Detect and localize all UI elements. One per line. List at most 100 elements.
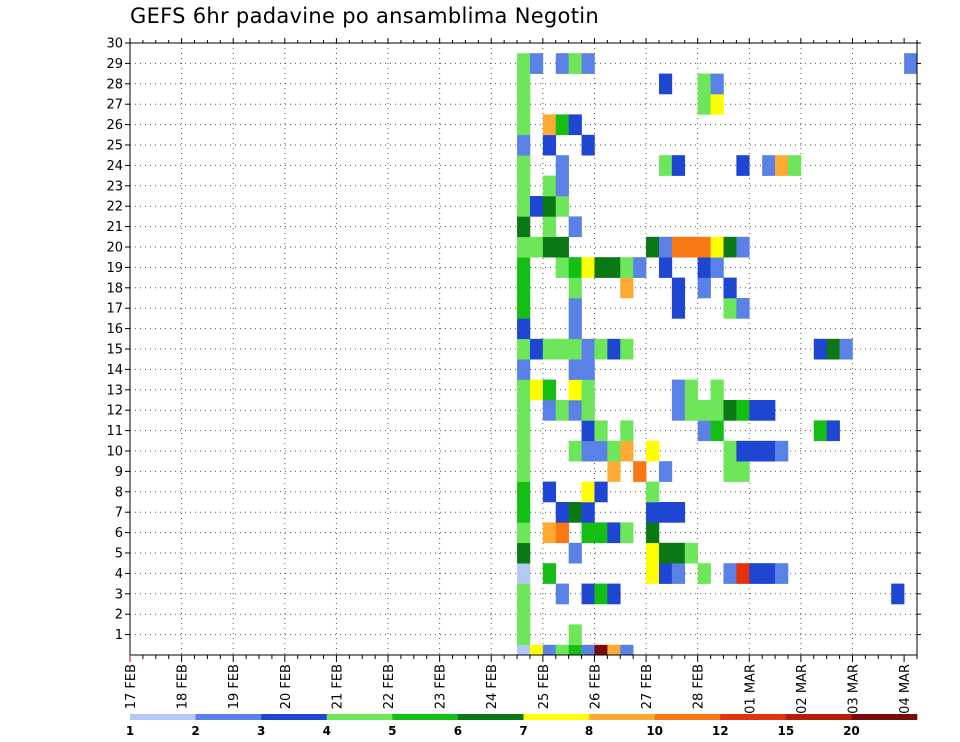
heatmap-cell: [633, 257, 647, 278]
heatmap-cell: [555, 114, 569, 136]
y-tick-label: 18: [106, 281, 123, 296]
heatmap-cell: [594, 420, 608, 442]
x-tick-label: 27 FEB: [640, 664, 655, 709]
heatmap-cell: [517, 461, 531, 482]
colorbar-label: 1: [126, 724, 134, 738]
heatmap-cell: [671, 400, 686, 421]
heatmap-cell: [723, 563, 737, 584]
colorbar-label: 3: [257, 724, 265, 738]
heatmap-cell: [542, 481, 557, 503]
colorbar-swatch: [720, 714, 787, 720]
heatmap-cell: [904, 53, 918, 74]
y-tick-label: 6: [115, 526, 123, 541]
heatmap-cell: [658, 73, 673, 95]
heatmap-cell: [646, 440, 660, 462]
heatmap-cell: [891, 583, 905, 605]
heatmap-cell: [736, 461, 750, 482]
heatmap-cell: [529, 236, 544, 258]
x-tick-label: 17 FEB: [124, 664, 139, 709]
heatmap-cell: [542, 216, 557, 238]
y-tick-label: 28: [106, 77, 123, 92]
colorbar-label: 12: [712, 724, 729, 738]
heatmap-cell: [517, 604, 531, 625]
heatmap-cell: [517, 481, 531, 503]
y-tick-label: 9: [115, 465, 123, 480]
heatmap-cell: [581, 440, 595, 462]
heatmap-cell: [555, 196, 569, 217]
heatmap-cell: [658, 257, 673, 278]
heatmap-cell: [775, 155, 789, 176]
heatmap-cell: [839, 338, 853, 360]
y-tick-label: 21: [106, 220, 123, 235]
heatmap-cell: [646, 522, 660, 544]
heatmap-cell: [826, 420, 840, 442]
heatmap-cell: [775, 563, 789, 584]
colorbar-label: 5: [388, 724, 396, 738]
chart-title: GEFS 6hr padavine po ansamblima Negotin: [130, 4, 599, 28]
y-tick-label: 4: [115, 567, 123, 582]
x-tick-label: 18 FEB: [176, 664, 191, 709]
heatmap-cell: [697, 257, 711, 278]
x-tick-label: 20 FEB: [279, 664, 294, 709]
heatmap-cell: [568, 277, 582, 299]
heatmap-cell: [555, 236, 569, 258]
y-tick-label: 20: [106, 241, 123, 256]
heatmap-cell: [581, 338, 595, 360]
heatmap-cell: [749, 563, 763, 584]
heatmap-cell: [658, 502, 673, 523]
heatmap-cell: [710, 379, 724, 401]
x-tick-label: 04 MAR: [898, 664, 913, 714]
heatmap-cell: [620, 440, 634, 462]
y-tick-label: 12: [106, 404, 123, 419]
heatmap-cell: [517, 644, 531, 656]
heatmap-cell: [517, 400, 531, 421]
heatmap-cell: [620, 338, 634, 360]
y-tick-label: 17: [106, 302, 123, 317]
heatmap-cell: [581, 522, 595, 544]
heatmap-cell: [568, 624, 582, 646]
heatmap-cell: [517, 420, 531, 442]
heatmap-cell: [555, 522, 569, 544]
heatmap-cell: [594, 338, 608, 360]
heatmap-cell: [710, 420, 724, 442]
heatmap-cell: [517, 359, 531, 380]
heatmap-cell: [542, 522, 557, 544]
heatmap-cell: [517, 583, 531, 605]
y-tick-label: 5: [115, 547, 123, 562]
y-tick-label: 30: [106, 37, 123, 52]
heatmap-cell: [684, 542, 698, 564]
x-tick-label: 22 FEB: [382, 664, 397, 709]
heatmap-cell: [710, 73, 724, 95]
heatmap-cell: [581, 420, 595, 442]
colorbar-label: 10: [646, 724, 663, 738]
heatmap-cell: [581, 583, 595, 605]
y-tick-label: 26: [106, 118, 123, 133]
colorbar-swatch: [851, 714, 918, 720]
heatmap-cell: [581, 502, 595, 523]
heatmap-cell: [607, 644, 621, 656]
heatmap-cell: [646, 563, 660, 584]
heatmap-cell: [671, 277, 686, 299]
heatmap-cell: [542, 400, 557, 421]
heatmap-cell: [646, 481, 660, 503]
colorbar-label: 8: [585, 724, 593, 738]
y-tick-label: 24: [106, 159, 123, 174]
heatmap-cell: [529, 196, 544, 217]
heatmap-cell: [594, 440, 608, 462]
heatmap-cell: [568, 440, 582, 462]
heatmap-cell: [671, 379, 686, 401]
heatmap-cell: [762, 440, 776, 462]
heatmap-cell: [517, 624, 531, 646]
x-tick-label: 23 FEB: [434, 664, 449, 709]
heatmap-cell: [568, 338, 582, 360]
heatmap-cell: [646, 502, 660, 523]
heatmap-cell: [517, 379, 531, 401]
heatmap-cell: [555, 257, 569, 278]
heatmap-cell: [762, 155, 776, 176]
heatmap-cell: [517, 338, 531, 360]
y-tick-label: 7: [115, 506, 123, 521]
heatmap-cell: [517, 563, 531, 584]
heatmap-cell: [736, 236, 750, 258]
colorbar-swatch: [261, 714, 328, 720]
